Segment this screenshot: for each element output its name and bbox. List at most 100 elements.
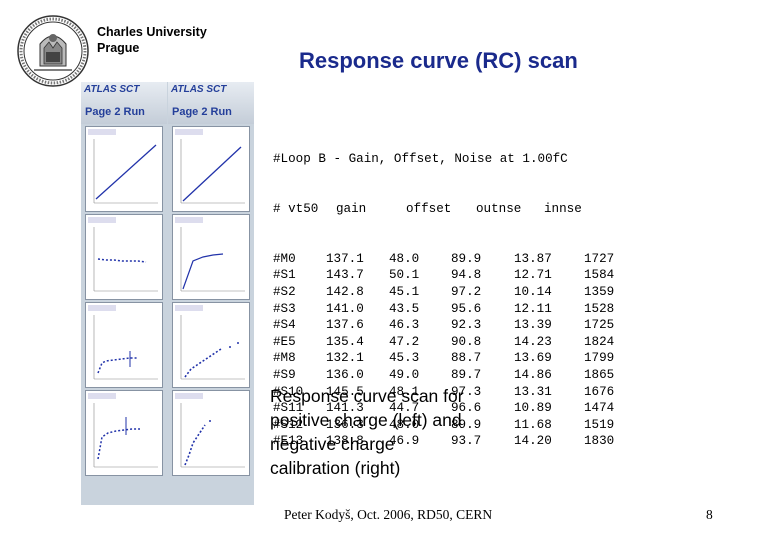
response-curve-plot (172, 126, 250, 212)
results-cell: 137.6 (326, 318, 364, 333)
caption-line: negative charge (270, 434, 395, 454)
results-cell: 97.2 (451, 284, 482, 299)
caption-line: Response curve scan for (270, 386, 464, 406)
input-noise-plot (172, 390, 250, 476)
results-cell: 12.71 (514, 268, 552, 283)
university-name: Charles University Prague (97, 24, 207, 56)
results-cell: 1799 (584, 351, 615, 366)
screenshot-positive-charge: ATLAS SCT Page 2 Run (81, 82, 167, 505)
slide-title: Response curve (RC) scan (299, 48, 578, 73)
results-cell: #S4 (273, 318, 296, 333)
results-cell: 50.1 (389, 268, 420, 283)
screenshot-header: ATLAS SCT Page 2 Run (81, 82, 167, 124)
page-number: 8 (706, 507, 713, 522)
slide-caption: Response curve scan for positive charge … (270, 384, 520, 480)
results-cell: 1519 (584, 417, 615, 432)
results-cell: 1584 (584, 268, 615, 283)
column-header: innse (544, 201, 582, 216)
results-listing: #Loop B - Gain, Offset, Noise at 1.00fC … (273, 118, 634, 466)
results-cell: 141.0 (326, 301, 364, 316)
output-noise-plot (172, 302, 250, 388)
results-cell: 45.3 (389, 351, 420, 366)
results-cell: 1727 (584, 251, 615, 266)
results-cell: 49.0 (389, 367, 420, 382)
gain-plot (85, 214, 163, 300)
results-cell: 1359 (584, 284, 615, 299)
results-cell: 97.3 (451, 384, 482, 399)
results-cell: 143.7 (326, 268, 364, 283)
results-cell: 1725 (584, 318, 615, 333)
results-cell: 46.9 (389, 434, 420, 449)
results-cell: 89.9 (451, 251, 482, 266)
results-cell: 138.8 (326, 434, 364, 449)
results-cell: #M8 (273, 351, 296, 366)
gain-plot (172, 214, 250, 300)
results-row: #S4 137.6 46.3 92.3 13.39 1725 (273, 317, 634, 334)
column-header: offset (406, 201, 452, 216)
results-cell: 14.86 (514, 367, 552, 382)
results-cell: 13.39 (514, 318, 552, 333)
results-row: #S1 143.7 50.1 94.8 12.71 1584 (273, 267, 634, 284)
results-row: #E13 138.8 46.9 93.7 14.20 1830 (273, 433, 634, 450)
results-cell: 48.0 (389, 417, 420, 432)
results-cell: 45.1 (389, 284, 420, 299)
results-cell: 92.3 (451, 318, 482, 333)
results-cell: 89.9 (451, 417, 482, 432)
results-row: #S11 141.3 44.7 96.6 10.89 1474 (273, 400, 634, 417)
results-cell: 10.14 (514, 284, 552, 299)
screenshot-page-label: Page 2 Run (85, 106, 145, 118)
results-cell: 141.3 (326, 401, 364, 416)
output-noise-plot (85, 302, 163, 388)
results-cell: 14.20 (514, 434, 552, 449)
results-cell: 137.1 (326, 251, 364, 266)
results-row: #S3 141.0 43.5 95.6 12.11 1528 (273, 301, 634, 318)
results-cell: 1824 (584, 334, 615, 349)
university-line-2: Prague (97, 41, 140, 55)
results-row: #S12 136.3 48.0 89.9 11.68 1519 (273, 417, 634, 434)
results-cell: 96.6 (451, 401, 482, 416)
column-header: gain (336, 201, 367, 216)
results-cell: 1528 (584, 301, 615, 316)
screenshot-page-label: Page 2 Run (172, 106, 232, 118)
results-row: #M8 132.1 45.3 88.7 13.69 1799 (273, 350, 634, 367)
results-row: #S10 145.5 48.1 97.3 13.31 1676 (273, 384, 634, 401)
screenshot-app-title: ATLAS SCT (171, 84, 227, 95)
results-cell: 132.1 (326, 351, 364, 366)
results-cell: 47.2 (389, 334, 420, 349)
results-cell: #E13 (273, 434, 304, 449)
results-cell: 1474 (584, 401, 615, 416)
results-cell: 48.0 (389, 251, 420, 266)
results-row: #S2 142.8 45.1 97.2 10.14 1359 (273, 284, 634, 301)
caption-line: positive charge (left) and (270, 410, 462, 430)
screenshot-app-title: ATLAS SCT (84, 84, 140, 95)
response-curve-plot (85, 126, 163, 212)
results-cell: 142.8 (326, 284, 364, 299)
results-cell: 136.0 (326, 367, 364, 382)
results-cell: 93.7 (451, 434, 482, 449)
results-cell: 44.7 (389, 401, 420, 416)
results-cell: 14.23 (514, 334, 552, 349)
caption-line: calibration (right) (270, 458, 401, 478)
results-row: #M0 137.1 48.0 89.9 13.87 1727 (273, 251, 634, 268)
results-row: #S9 136.0 49.0 89.7 14.86 1865 (273, 367, 634, 384)
footer-author: Peter Kodyš, Oct. 2006, RD50, CERN (284, 507, 493, 522)
results-cell: 95.6 (451, 301, 482, 316)
results-cell: 1676 (584, 384, 615, 399)
results-column-headers: # vt50 gain offset outnse innse (273, 201, 634, 218)
screenshot-header: ATLAS SCT Page 2 Run (168, 82, 254, 124)
university-seal-logo (16, 14, 90, 88)
results-cell: 43.5 (389, 301, 420, 316)
results-cell: #S10 (273, 384, 304, 399)
results-cell: #S9 (273, 367, 296, 382)
results-cell: 13.31 (514, 384, 552, 399)
results-cell: 11.68 (514, 417, 552, 432)
results-cell: #S11 (273, 401, 304, 416)
results-cell: 89.7 (451, 367, 482, 382)
input-noise-plot (85, 390, 163, 476)
results-cell: 136.3 (326, 417, 364, 432)
results-cell: 88.7 (451, 351, 482, 366)
results-cell: 1865 (584, 367, 615, 382)
results-heading: #Loop B - Gain, Offset, Noise at 1.00fC (273, 152, 568, 167)
results-cell: #S12 (273, 417, 304, 432)
results-cell: 1830 (584, 434, 615, 449)
